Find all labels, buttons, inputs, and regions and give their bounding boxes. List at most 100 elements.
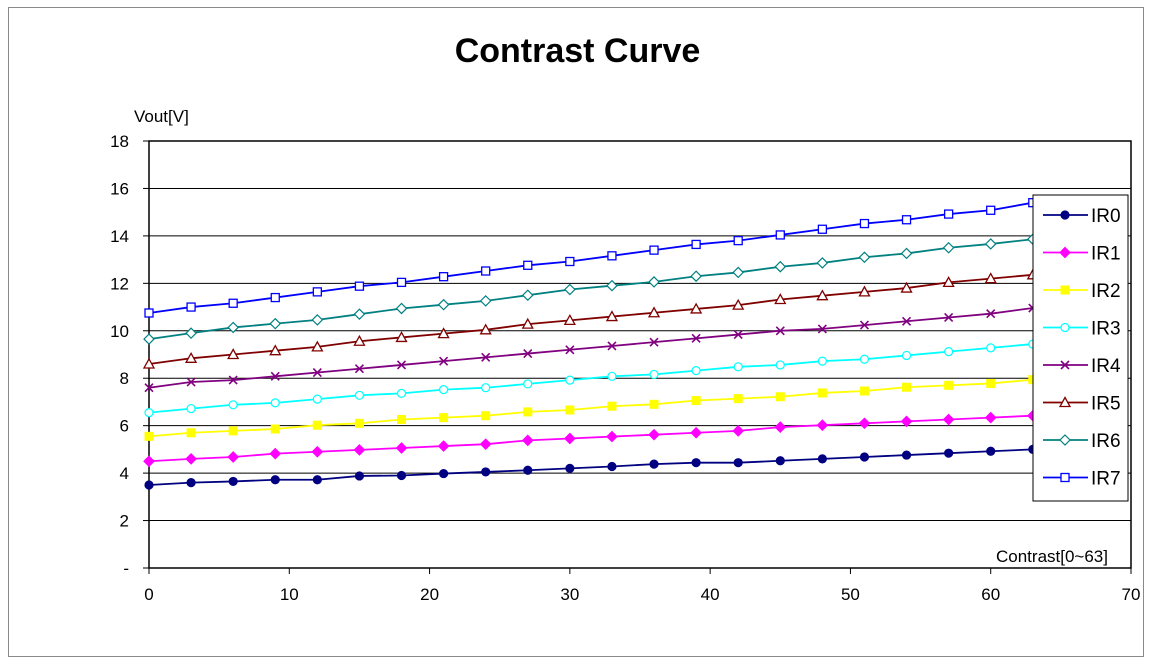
data-point <box>312 287 322 297</box>
data-point <box>143 455 155 468</box>
data-point <box>607 341 617 351</box>
data-point <box>691 366 701 376</box>
data-point <box>354 471 365 481</box>
legend-label: IR0 <box>1091 206 1121 227</box>
data-point <box>901 316 912 326</box>
series-line <box>148 414 1033 463</box>
data-point <box>437 298 450 311</box>
data-point <box>732 425 745 437</box>
series-ir4 <box>144 303 1038 393</box>
data-point <box>649 459 659 469</box>
data-point <box>354 418 364 428</box>
legend-label: IR2 <box>1091 281 1121 302</box>
data-point <box>986 309 996 319</box>
data-point <box>859 320 870 330</box>
data-point <box>353 444 366 456</box>
data-point <box>733 458 743 468</box>
data-point <box>984 272 997 284</box>
legend-item: IR5 <box>1043 394 1121 415</box>
series-ir3 <box>144 339 1038 418</box>
data-point <box>565 375 575 385</box>
legend-swatch-marker <box>1060 285 1070 295</box>
legend-label: IR6 <box>1091 431 1121 452</box>
x-tick-label: 50 <box>841 585 860 604</box>
x-tick-label: 0 <box>144 585 153 604</box>
legend-item: IR3 <box>1043 319 1121 340</box>
data-point <box>816 289 829 301</box>
data-point <box>648 276 660 288</box>
data-point <box>649 245 659 255</box>
data-point <box>942 241 955 254</box>
y-tick-label: 8 <box>120 369 129 388</box>
data-point <box>437 440 450 452</box>
data-point <box>649 337 659 347</box>
data-point <box>649 399 659 409</box>
data-point <box>144 431 154 441</box>
data-point <box>395 442 408 454</box>
axes: - 2 4 6 8 10 12 14 16 18 0 10 20 30 40 50 60 70 <box>110 132 1140 604</box>
series-ir2 <box>144 375 1038 441</box>
series-ir7 <box>144 198 1038 318</box>
data-point <box>186 428 196 438</box>
data-point <box>353 308 366 321</box>
series-ir1 <box>143 409 1039 468</box>
legend-label: IR4 <box>1091 356 1121 377</box>
x-tick-label: 30 <box>560 585 579 604</box>
data-point <box>858 251 871 264</box>
data-point <box>311 445 324 458</box>
data-point <box>859 452 870 462</box>
data-point <box>397 414 407 424</box>
data-point <box>690 426 702 439</box>
data-point <box>523 465 533 475</box>
data-point <box>817 356 827 366</box>
data-point <box>396 277 407 288</box>
data-point <box>521 289 534 302</box>
y-tick-label: 12 <box>110 274 129 293</box>
data-point <box>607 251 617 261</box>
data-point <box>523 260 533 270</box>
data-point <box>901 215 912 225</box>
data-point <box>565 256 575 267</box>
data-point <box>227 451 240 463</box>
data-point <box>354 364 364 374</box>
data-point <box>817 324 827 334</box>
data-point <box>479 438 492 451</box>
data-point <box>270 424 280 434</box>
legend-swatch-marker <box>1060 210 1070 220</box>
data-point <box>521 434 534 447</box>
data-point <box>984 411 997 424</box>
data-point <box>186 478 196 488</box>
data-point <box>565 463 575 473</box>
data-point <box>311 314 324 326</box>
y-tick-label: 4 <box>120 464 129 483</box>
y-tick-label: 10 <box>110 322 129 341</box>
y-axis-label: Vout[V] <box>134 107 189 126</box>
legend-swatch-marker <box>1060 472 1070 483</box>
legend-swatch-marker <box>1060 360 1070 370</box>
data-point <box>900 415 913 428</box>
data-point <box>479 323 492 335</box>
legend-swatch-marker <box>1060 322 1070 333</box>
legend-label: IR3 <box>1091 319 1121 340</box>
data-point <box>228 375 238 385</box>
data-point <box>564 283 576 296</box>
data-point <box>228 476 238 487</box>
data-point <box>774 293 787 305</box>
data-point <box>312 394 322 404</box>
data-point <box>523 348 533 359</box>
data-point <box>270 292 280 303</box>
x-axis-label: Contrast[0~63] <box>996 547 1108 566</box>
data-point <box>396 360 407 370</box>
data-point <box>817 388 827 398</box>
data-point <box>648 428 660 441</box>
series-line <box>148 343 1033 414</box>
data-point <box>523 407 533 417</box>
data-point <box>228 426 238 436</box>
data-point <box>986 378 996 388</box>
x-tick-label: 60 <box>981 585 1000 604</box>
data-point <box>901 350 912 361</box>
legend-item: IR0 <box>1043 206 1121 227</box>
data-point <box>732 298 745 310</box>
legend-item: IR1 <box>1043 244 1121 265</box>
